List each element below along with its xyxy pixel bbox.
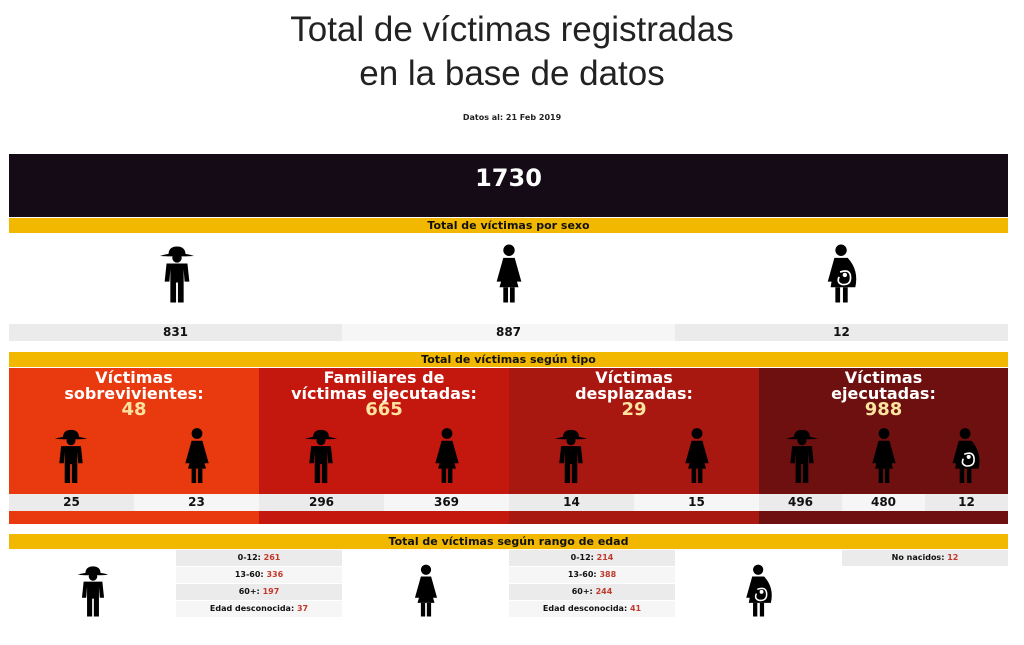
type-total-displaced: 29 [621, 399, 647, 420]
age-table-men: 0-12: 261 13-60: 336 60+: 197 Edad desco… [176, 550, 342, 618]
count-unborn-executed: 12 [925, 494, 1008, 511]
age-row: No nacidos: 12 [842, 550, 1008, 566]
type-label-line-2: ejecutadas: [831, 384, 936, 403]
type-label-executed: Víctimas ejecutadas: 988 [759, 368, 1008, 420]
type-label-displaced: Víctimas desplazadas: 29 [509, 368, 759, 420]
woman-icon [429, 426, 465, 486]
title-line-2: en la base de datos [359, 54, 665, 93]
sex-section-header: Total de víctimas por sexo [9, 218, 1008, 233]
man-hat-icon [303, 426, 339, 486]
man-hat-icon [553, 426, 589, 486]
type-label-survivors: Víctimas sobrevivientes: 48 [9, 368, 259, 420]
age-row: Edad desconocida: 41 [509, 601, 675, 617]
type-label-line-1: Víctimas [595, 368, 673, 387]
type-total-survivors: 48 [121, 399, 147, 420]
age-row: 0-12: 261 [176, 550, 342, 566]
age-row: 60+: 244 [509, 584, 675, 600]
man-hat-icon [53, 426, 89, 486]
type-label-relatives: Familiares de víctimas ejecutadas: 665 [259, 368, 509, 420]
type-label-line-1: Víctimas [95, 368, 173, 387]
age-row: 0-12: 214 [509, 550, 675, 566]
woman-icon [409, 562, 443, 620]
age-row: 13-60: 388 [509, 567, 675, 583]
type-total-relatives: 665 [365, 399, 403, 420]
sex-count-unborn: 12 [675, 324, 1008, 341]
title-line-1: Total de víctimas registradas [290, 10, 734, 49]
age-row: Edad desconocida: 37 [176, 601, 342, 617]
pregnant-woman-icon [823, 243, 861, 305]
man-hat-icon [158, 243, 196, 305]
type-label-line-1: Víctimas [844, 368, 923, 387]
count-men-displaced: 14 [509, 494, 634, 511]
type-label-line-1: Familiares de [323, 368, 445, 387]
woman-icon [866, 426, 902, 486]
total-victims-value: 1730 [475, 164, 542, 192]
woman-icon [490, 243, 528, 305]
type-total-executed: 988 [864, 399, 903, 420]
count-women-relatives: 369 [384, 494, 509, 511]
age-section-header: Total de víctimas según rango de edad [9, 534, 1008, 549]
age-row: 60+: 197 [176, 584, 342, 600]
woman-icon [179, 426, 215, 486]
count-men-survivors: 25 [9, 494, 134, 511]
sex-count-men: 831 [9, 324, 342, 341]
count-women-executed: 480 [842, 494, 925, 511]
type-panel-survivors: Víctimas sobrevivientes: 48 25 23 [9, 368, 259, 524]
man-hat-icon [76, 562, 110, 620]
count-women-displaced: 15 [634, 494, 759, 511]
count-men-executed: 496 [759, 494, 842, 511]
type-panel-displaced: Víctimas desplazadas: 29 14 15 [509, 368, 759, 524]
type-label-line-2: desplazadas: [575, 384, 693, 403]
age-table-unborn: No nacidos: 12 [842, 550, 1008, 567]
pregnant-woman-icon [742, 562, 776, 620]
count-men-relatives: 296 [259, 494, 384, 511]
type-section-header: Total de víctimas según tipo [9, 352, 1008, 367]
sex-count-women: 887 [342, 324, 675, 341]
type-panel-executed: Víctimas ejecutadas: 988 496 480 12 [759, 368, 1008, 524]
total-victims-box: 1730 [9, 154, 1008, 217]
type-label-line-2: sobrevivientes: [64, 384, 204, 403]
page-title: Total de víctimas registradas en la base… [0, 8, 1024, 96]
type-panel-relatives: Familiares de víctimas ejecutadas: 665 2… [259, 368, 509, 524]
age-table-women: 0-12: 214 13-60: 388 60+: 244 Edad desco… [509, 550, 675, 618]
count-women-survivors: 23 [134, 494, 259, 511]
age-row: 13-60: 336 [176, 567, 342, 583]
type-label-line-2: víctimas ejecutadas: [291, 384, 477, 403]
woman-icon [679, 426, 715, 486]
pregnant-woman-icon [948, 426, 984, 486]
man-hat-icon [784, 426, 820, 486]
data-date-label: Datos al: 21 Feb 2019 [462, 113, 562, 122]
